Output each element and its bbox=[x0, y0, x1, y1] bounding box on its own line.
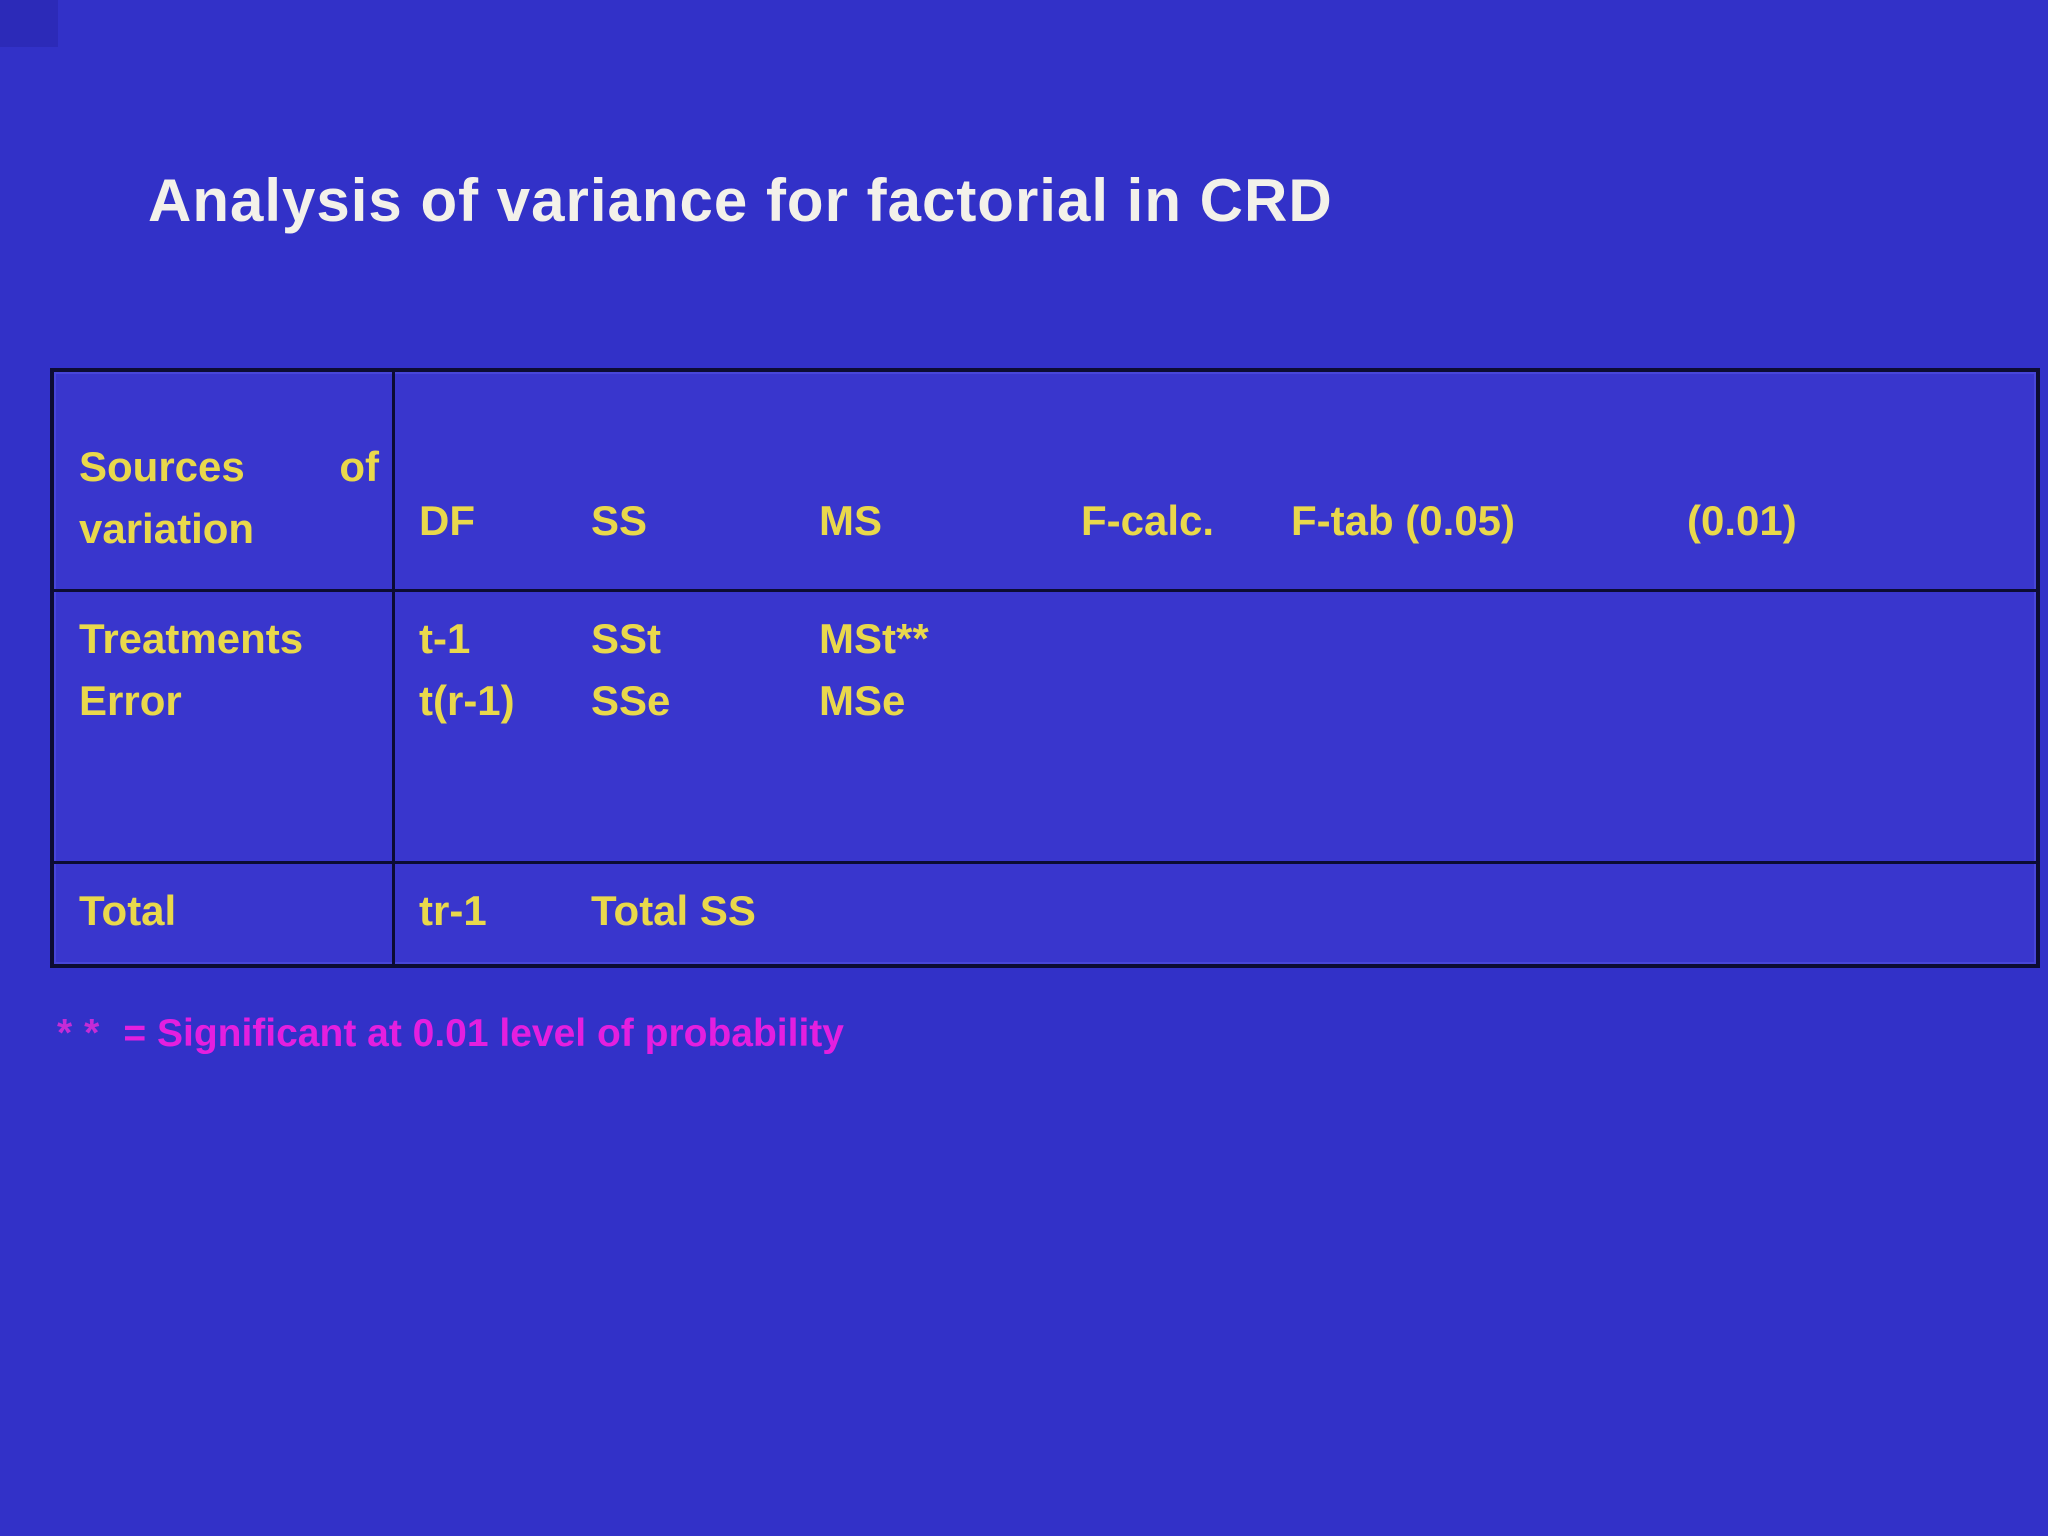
variation-word: variation bbox=[79, 505, 255, 552]
table-total-row: Total tr-1 Total SS bbox=[54, 864, 2036, 964]
error-ms: MSe bbox=[819, 677, 906, 724]
header-columns: DF SS MS F-calc. F-tab (0.05) (0.01) bbox=[395, 372, 2036, 552]
total-ss: Total SS bbox=[591, 887, 756, 934]
column-header-f-calc: F-calc. bbox=[1081, 497, 1215, 544]
table-header-row: Sources of variation DF SS MS F-calc. F-… bbox=[54, 372, 2036, 592]
body-cell-sources: Treatments Error bbox=[54, 592, 395, 861]
treatments-df: t-1 bbox=[419, 615, 471, 662]
treatments-ms: MSt** bbox=[819, 615, 929, 662]
footnote: ** = Significant at 0.01 level of probabi… bbox=[57, 1012, 844, 1056]
column-header-f-tab-001: (0.01) bbox=[1687, 497, 1797, 544]
body-cell-values: t-1 SSt MSt** t(r-1) SSe MSe bbox=[395, 592, 2036, 861]
row-label-error: Error bbox=[79, 677, 182, 724]
page-title: Analysis of variance for factorial in CR… bbox=[148, 167, 1333, 234]
footnote-significance-marker: ** bbox=[57, 1012, 112, 1055]
error-ss: SSe bbox=[591, 677, 671, 724]
total-df: tr-1 bbox=[419, 887, 487, 934]
total-cell-values: tr-1 Total SS bbox=[395, 864, 2036, 964]
of-word: of bbox=[339, 443, 379, 490]
total-cell-label: Total bbox=[54, 864, 395, 964]
footnote-text: = Significant at 0.01 level of probabili… bbox=[123, 1012, 844, 1055]
error-df: t(r-1) bbox=[419, 677, 515, 724]
row-label-treatments: Treatments bbox=[79, 615, 304, 662]
treatments-values-line: t-1 SSt MSt** bbox=[395, 608, 2036, 670]
sources-word: Sources bbox=[79, 443, 245, 490]
header-cell-statistics: DF SS MS F-calc. F-tab (0.05) (0.01) bbox=[395, 372, 2036, 589]
error-values-line: t(r-1) SSe MSe bbox=[395, 670, 2036, 732]
treatments-ss: SSt bbox=[591, 615, 662, 662]
row-label-total: Total bbox=[79, 887, 177, 934]
column-header-ms: MS bbox=[819, 497, 882, 544]
total-values-line: tr-1 Total SS bbox=[395, 880, 2036, 942]
column-header-df: DF bbox=[419, 497, 475, 544]
column-header-ss: SS bbox=[591, 497, 648, 544]
sources-of-line: Sources of bbox=[79, 436, 379, 498]
anova-table: Sources of variation DF SS MS F-calc. F-… bbox=[50, 368, 2040, 968]
corner-artifact bbox=[0, 0, 58, 47]
column-header-f-tab-005: F-tab (0.05) bbox=[1291, 497, 1516, 544]
header-cell-sources-of-variation: Sources of variation bbox=[54, 372, 395, 589]
table-body-row: Treatments Error t-1 SSt MSt** t(r-1) SS… bbox=[54, 592, 2036, 864]
